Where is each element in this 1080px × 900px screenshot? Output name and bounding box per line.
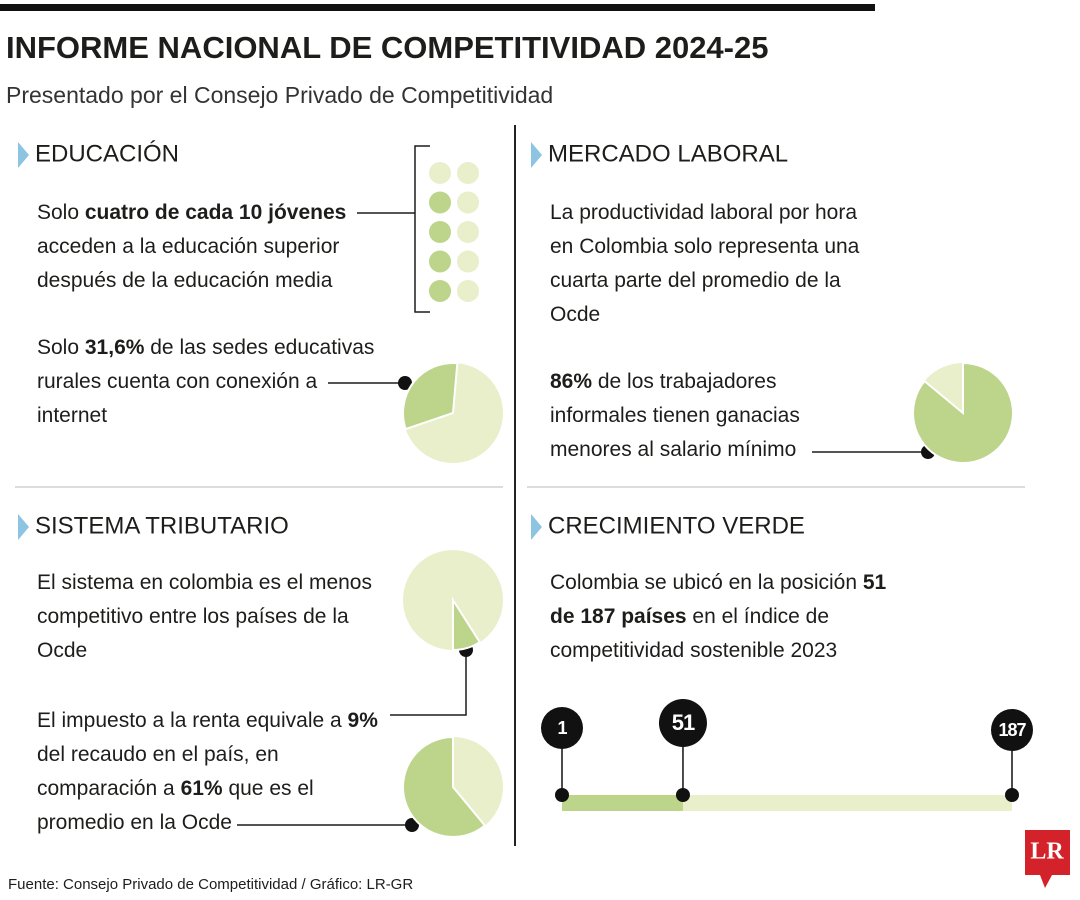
rank-bar	[562, 795, 683, 811]
text-run: comparación a	[37, 777, 181, 800]
subtitle: Presentado por el Consejo Privado de Com…	[6, 82, 553, 108]
body-text: en Colombia solo representa una	[550, 235, 860, 258]
body-text: comparación a 61% que es el	[37, 777, 314, 800]
bold-text: 9%	[348, 709, 379, 732]
text-run: competitivo entre los países de la	[37, 605, 349, 628]
rank-badge	[658, 699, 707, 747]
body-text: internet	[37, 404, 107, 427]
pie-slice	[402, 362, 459, 431]
text-run: en Colombia solo representa una	[550, 235, 860, 258]
text-run: Ocde	[37, 639, 87, 662]
body-text: Solo 31,6% de las sedes educativas	[37, 336, 374, 359]
text-run: que es el	[223, 777, 314, 800]
rank-node	[555, 788, 569, 802]
logo-box	[1025, 830, 1070, 875]
rank-label: 1	[557, 718, 567, 738]
connector-dot	[398, 376, 412, 390]
rank-badge	[541, 707, 583, 749]
bold-text: 86%	[550, 370, 592, 393]
pie-slice	[452, 596, 482, 652]
text-run: después de la educación media	[37, 269, 333, 292]
body-text: cuarta parte del promedio de la	[550, 269, 841, 292]
body-text: competitividad sostenible 2023	[550, 639, 837, 662]
body-text: Ocde	[550, 303, 600, 326]
text-run: de las sedes educativas	[144, 336, 374, 359]
text-run: Colombia se ubicó en la posición	[550, 571, 863, 594]
dot	[429, 250, 451, 273]
text-run: El impuesto a la renta equivale a	[37, 709, 348, 732]
source: Fuente: Consejo Privado de Competitivida…	[8, 876, 413, 893]
heading-marker	[531, 514, 542, 540]
body-text: acceden a la educación superior	[37, 235, 339, 258]
text-run: rurales cuenta con conexión a	[37, 370, 317, 393]
dot	[429, 191, 451, 214]
body-text: Colombia se ubicó en la posición 51	[550, 571, 887, 594]
section-heading: EDUCACIÓN	[35, 140, 179, 167]
section-heading: CRECIMIENTO VERDE	[548, 512, 805, 539]
bold-text: cuatro de cada 10 jóvenes	[85, 201, 346, 224]
dot	[429, 280, 451, 302]
text-run: Solo	[37, 336, 85, 359]
logo-tail	[1040, 875, 1052, 888]
dot	[429, 162, 451, 184]
dot	[457, 191, 479, 214]
pie-slice	[402, 735, 487, 838]
body-text: Ocde	[37, 639, 87, 662]
body-text: del recaudo en el país, en	[37, 743, 279, 766]
rank-label: 187	[998, 720, 1026, 740]
text-run: menores al salario mínimo	[550, 438, 796, 461]
text-run: acceden a la educación superior	[37, 235, 339, 258]
text-run: internet	[37, 404, 107, 427]
body-text: El impuesto a la renta equivale a 9%	[37, 709, 378, 732]
dot	[457, 280, 479, 302]
section-heading: SISTEMA TRIBUTARIO	[35, 512, 289, 539]
text-run: Ocde	[550, 303, 600, 326]
text-run: informales tienen ganacias	[550, 404, 800, 427]
text-run: La productividad laboral por hora	[550, 201, 857, 224]
heading-marker	[18, 514, 29, 540]
dot	[457, 162, 479, 184]
pie-slice	[912, 361, 1014, 464]
body-text: informales tienen ganacias	[550, 404, 800, 427]
bracket	[414, 145, 430, 313]
body-text: Solo cuatro de cada 10 jóvenes	[37, 201, 346, 224]
rank-node	[1005, 788, 1019, 802]
body-text: competitivo entre los países de la	[37, 605, 349, 628]
dot	[429, 221, 451, 243]
dot	[457, 250, 479, 273]
title: INFORME NACIONAL DE COMPETITIVIDAD 2024-…	[6, 30, 768, 65]
body-text: promedio en la Ocde	[37, 811, 232, 834]
body-text: después de la educación media	[37, 269, 333, 292]
body-text: El sistema en colombia es el menos	[37, 571, 372, 594]
bold-text: 61%	[181, 777, 223, 800]
body-text: La productividad laboral por hora	[550, 201, 857, 224]
body-text: rurales cuenta con conexión a	[37, 370, 317, 393]
section-heading: MERCADO LABORAL	[548, 140, 788, 167]
bold-text: 51	[863, 571, 887, 594]
top-bar	[0, 4, 875, 11]
bold-text: 31,6%	[85, 336, 145, 359]
text-run: promedio en la Ocde	[37, 811, 232, 834]
dot	[457, 221, 479, 243]
rank-node	[675, 788, 690, 802]
text-run: del recaudo en el país, en	[37, 743, 279, 766]
bold-text: de 187 países	[550, 605, 687, 628]
rank-badge	[991, 709, 1033, 751]
logo: LR	[1025, 830, 1070, 888]
heading-marker	[531, 142, 542, 168]
body-text: 86% de los trabajadores	[550, 370, 776, 393]
text-run: Solo	[37, 201, 85, 224]
text-run: El sistema en colombia es el menos	[37, 571, 372, 594]
text-run: en el índice de	[687, 605, 829, 628]
body-text: de 187 países en el índice de	[550, 605, 829, 628]
logo-text: LR	[1030, 839, 1064, 865]
connector	[390, 650, 467, 716]
text-run: competitividad sostenible 2023	[550, 639, 837, 662]
text-run: de los trabajadores	[592, 370, 776, 393]
body-text: menores al salario mínimo	[550, 438, 796, 461]
text-run: cuarta parte del promedio de la	[550, 269, 841, 292]
heading-marker	[18, 142, 29, 168]
rank-label: 51	[672, 710, 695, 735]
